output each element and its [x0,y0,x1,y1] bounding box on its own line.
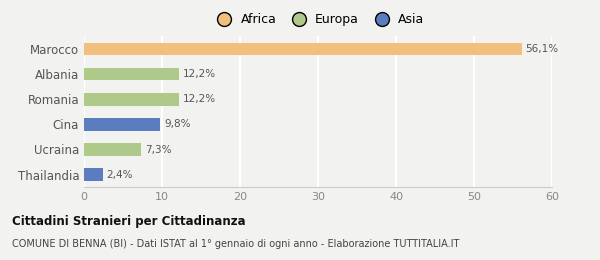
Bar [84,68,179,80]
Text: 56,1%: 56,1% [526,44,559,54]
Text: 7,3%: 7,3% [145,145,172,154]
Bar [84,118,160,131]
Text: Cittadini Stranieri per Cittadinanza: Cittadini Stranieri per Cittadinanza [12,214,245,228]
Text: 9,8%: 9,8% [164,119,191,129]
Text: 12,2%: 12,2% [183,69,216,79]
Text: 2,4%: 2,4% [107,170,133,180]
Bar [84,43,521,55]
Bar [84,143,141,156]
Text: 12,2%: 12,2% [183,94,216,104]
Bar [84,168,103,181]
Legend: Africa, Europa, Asia: Africa, Europa, Asia [208,9,428,30]
Text: COMUNE DI BENNA (BI) - Dati ISTAT al 1° gennaio di ogni anno - Elaborazione TUTT: COMUNE DI BENNA (BI) - Dati ISTAT al 1° … [12,239,460,249]
Bar [84,93,179,106]
